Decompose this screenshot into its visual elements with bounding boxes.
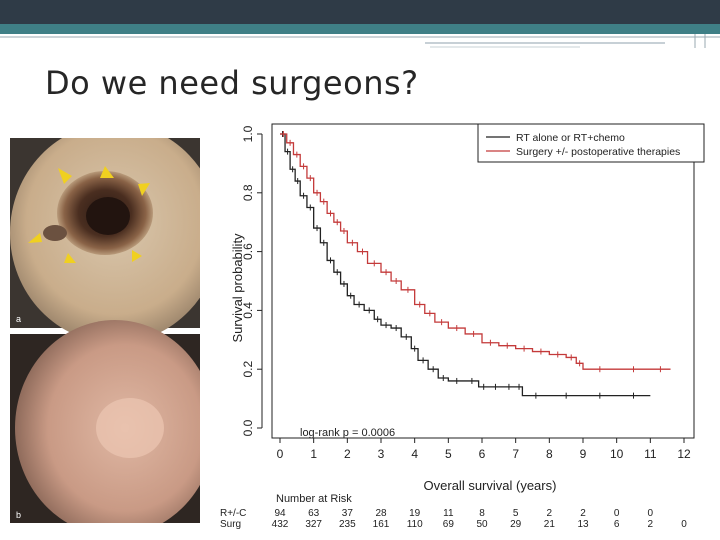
risk-cell: 161 (373, 519, 390, 530)
slide-decorative-lines (0, 34, 720, 48)
x-tick-label: 6 (479, 447, 486, 461)
y-tick-label: 0.4 (241, 302, 255, 319)
x-tick-label: 5 (445, 447, 452, 461)
arrow-marker (58, 168, 72, 184)
arrow-marker (64, 253, 76, 263)
clinical-photo: a b (10, 138, 200, 523)
series-line-1 (280, 133, 651, 397)
risk-row-label: R+/-C (220, 508, 246, 519)
legend-entry: RT alone or RT+chemo (516, 132, 625, 144)
slide-top-bar (0, 0, 720, 24)
risk-cell: 0 (681, 519, 687, 530)
risk-table-title: Number at Risk (276, 493, 352, 505)
risk-cell: 69 (443, 519, 455, 530)
risk-cell: 0 (614, 508, 620, 519)
risk-cell: 29 (510, 519, 522, 530)
risk-cell: 110 (407, 519, 423, 530)
risk-cell: 0 (648, 508, 654, 519)
risk-cell: 13 (577, 519, 589, 530)
risk-cell: 327 (305, 519, 322, 530)
x-axis-label: Overall survival (years) (424, 478, 557, 493)
risk-cell: 28 (375, 508, 387, 519)
x-tick-label: 10 (610, 447, 624, 461)
risk-cell: 5 (513, 508, 519, 519)
arrow-marker (100, 166, 114, 178)
slide-accent-bar (0, 24, 720, 34)
y-axis-label: Survival probability (230, 233, 245, 343)
risk-cell: 63 (308, 508, 320, 519)
x-tick-label: 12 (677, 447, 691, 461)
logrank-annotation: log-rank p = 0.0006 (300, 427, 395, 439)
risk-cell: 19 (409, 508, 421, 519)
risk-cell: 11 (443, 508, 454, 519)
risk-cell: 2 (547, 508, 553, 519)
risk-cell: 2 (580, 508, 586, 519)
risk-cell: 235 (339, 519, 356, 530)
risk-cell: 6 (614, 519, 620, 530)
risk-cell: 50 (476, 519, 488, 530)
y-tick-label: 1.0 (241, 125, 255, 142)
survival-chart: 0 1 2 3 4 5 6 7 8 9 10 11 120.00.20.40.60.81.0 RT al… (220, 123, 705, 530)
arrow-marker (132, 250, 142, 262)
arrow-marker (138, 183, 150, 196)
y-tick-label: 0.2 (241, 361, 255, 378)
risk-cell: 8 (479, 508, 485, 519)
x-tick-label: 3 (378, 447, 385, 461)
photo-label-a: a (16, 314, 21, 324)
x-tick-label: 4 (411, 447, 418, 461)
x-tick-label: 0 (277, 447, 284, 461)
risk-cell: 432 (272, 519, 289, 530)
x-tick-label: 9 (580, 447, 587, 461)
chart-axes: 0 1 2 3 4 5 6 7 8 9 10 11 120.00.20.40.60.81.0 (241, 123, 695, 461)
chart-series (280, 131, 671, 399)
legend-entry: Surgery +/- postoperative therapies (516, 146, 680, 158)
risk-cell: 2 (648, 519, 654, 530)
risk-cell: 94 (274, 508, 286, 519)
plot-frame (271, 123, 695, 439)
x-tick-label: 11 (644, 447, 657, 461)
y-tick-label: 0.8 (241, 184, 255, 201)
photo-label-b: b (16, 510, 21, 520)
series-line-2 (280, 133, 671, 370)
chart-legend: RT alone or RT+chemo Surgery +/- postoper… (477, 123, 705, 163)
x-tick-label: 7 (512, 447, 519, 461)
y-tick-label: 0.0 (241, 419, 255, 436)
x-tick-label: 2 (344, 447, 351, 461)
slide-title: Do we need surgeons? (45, 64, 419, 102)
x-tick-label: 8 (546, 447, 553, 461)
risk-cell: 21 (544, 519, 556, 530)
x-tick-label: 1 (310, 447, 317, 461)
y-tick-label: 0.6 (241, 243, 255, 260)
arrow-marker (28, 233, 42, 243)
risk-row-label: Surg (220, 519, 241, 530)
legend-box (477, 123, 705, 163)
risk-cell: 37 (342, 508, 354, 519)
